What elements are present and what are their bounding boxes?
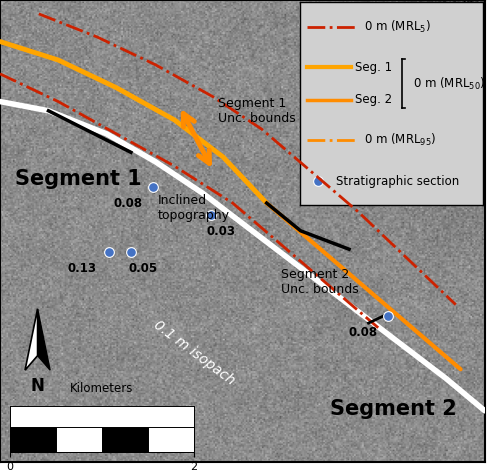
Text: Segment 2
Unc. bounds: Segment 2 Unc. bounds	[281, 268, 359, 296]
Text: 0.1 m isopach: 0.1 m isopach	[150, 318, 237, 388]
Text: Segment 1: Segment 1	[14, 169, 141, 189]
Text: Inclined
topography: Inclined topography	[158, 194, 230, 222]
Text: Segment 2: Segment 2	[330, 400, 456, 419]
Text: 0.13: 0.13	[68, 262, 97, 275]
Text: 0.08: 0.08	[348, 326, 377, 339]
Text: 0.03: 0.03	[206, 225, 235, 238]
Text: 0.08: 0.08	[114, 197, 143, 210]
Text: 0.05: 0.05	[128, 262, 158, 275]
Text: Segment 1
Unc. bounds: Segment 1 Unc. bounds	[218, 97, 296, 125]
